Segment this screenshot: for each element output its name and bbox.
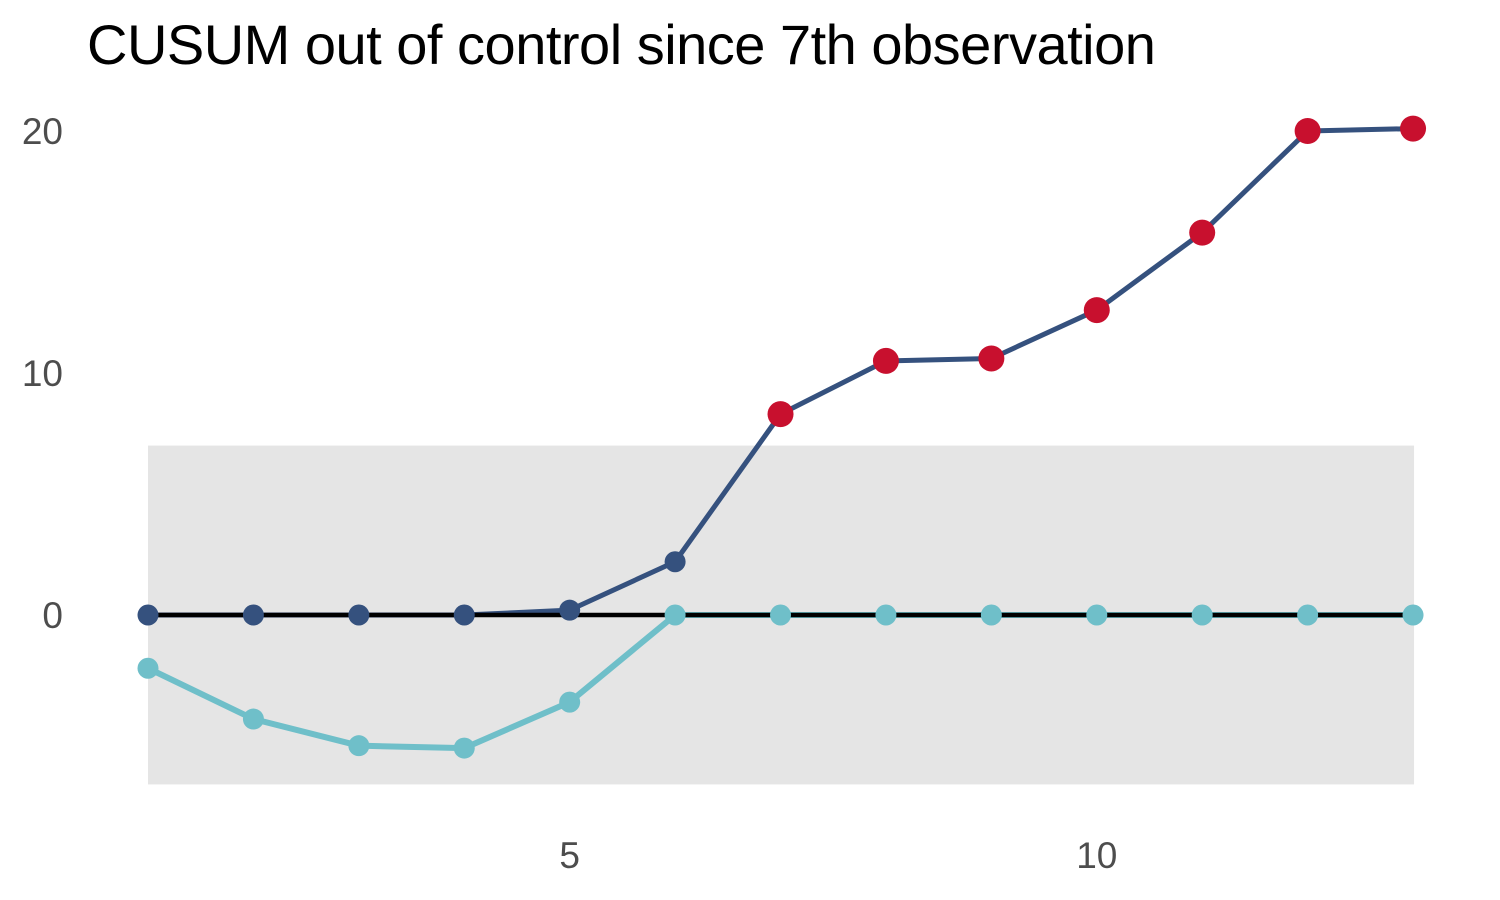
lower-cusum-point <box>348 735 370 757</box>
lower-cusum-point <box>1402 604 1424 626</box>
lower-cusum-point <box>1191 604 1213 626</box>
lower-cusum-point <box>770 604 792 626</box>
lower-cusum-point <box>137 657 159 679</box>
lower-cusum-point <box>453 737 475 759</box>
upper-cusum-point-out-of-control <box>872 347 899 374</box>
upper-cusum-point-out-of-control <box>767 401 794 428</box>
upper-cusum-point-out-of-control <box>1189 219 1216 246</box>
lower-cusum-point <box>980 604 1002 626</box>
chart-title: CUSUM out of control since 7th observati… <box>87 13 1156 76</box>
lower-cusum-point <box>875 604 897 626</box>
upper-cusum-point <box>242 604 264 626</box>
upper-cusum-point <box>137 604 159 626</box>
x-tick-label: 10 <box>1076 835 1117 876</box>
y-tick-label: 10 <box>22 353 63 394</box>
lower-cusum-point <box>242 708 264 730</box>
lower-cusum-point <box>1297 604 1319 626</box>
y-tick-label: 20 <box>22 111 63 152</box>
x-tick-label: 5 <box>559 835 580 876</box>
upper-cusum-point <box>664 551 686 573</box>
upper-cusum-point <box>348 604 370 626</box>
upper-cusum-point-out-of-control <box>978 345 1005 372</box>
lower-cusum-point <box>1086 604 1108 626</box>
lower-cusum-point <box>664 604 686 626</box>
upper-cusum-point-out-of-control <box>1400 115 1427 142</box>
lower-cusum-point <box>559 691 581 713</box>
upper-cusum-point <box>559 599 581 621</box>
y-tick-label: 0 <box>42 595 63 636</box>
upper-cusum-point-out-of-control <box>1294 118 1321 144</box>
upper-cusum-point <box>453 604 475 626</box>
upper-cusum-point-out-of-control <box>1083 297 1110 324</box>
